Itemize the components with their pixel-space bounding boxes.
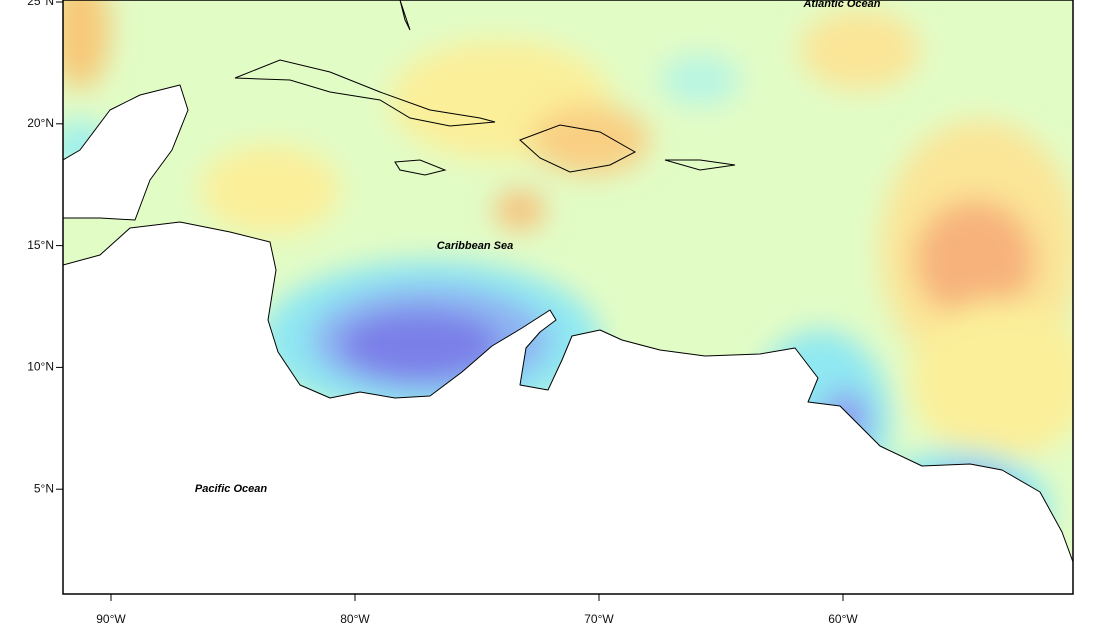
island [664, 159, 736, 171]
place-label: Pacific Ocean [195, 483, 267, 495]
island [519, 124, 637, 173]
place-label: Caribbean Sea [437, 240, 513, 252]
map-frame [62, 0, 1074, 595]
lat-label: 15°N [27, 238, 54, 252]
land [63, 221, 1073, 594]
lat-label: 10°N [27, 360, 54, 374]
lat-label: 5°N [34, 481, 54, 495]
lon-label: 90°W [96, 612, 126, 626]
island [399, 0, 411, 31]
heat-field [63, 0, 1073, 594]
lon-label: 70°W [584, 612, 614, 626]
lon-label: 80°W [340, 612, 370, 626]
land [63, 84, 189, 221]
island [394, 159, 447, 176]
place-label: Atlantic Ocean [802, 0, 880, 10]
lat-label: 20°N [27, 116, 54, 130]
island [234, 59, 496, 127]
lon-label: 60°W [828, 612, 858, 626]
lat-label: 25°N [27, 0, 54, 8]
